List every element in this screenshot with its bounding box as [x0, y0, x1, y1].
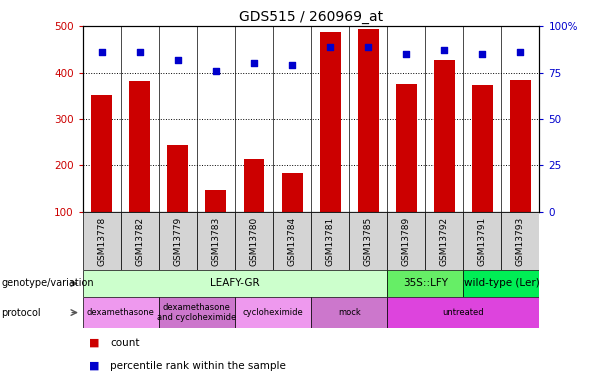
Bar [243, 159, 264, 212]
Point [516, 49, 525, 55]
Text: GSM13785: GSM13785 [364, 216, 373, 266]
Text: dexamethasone: dexamethasone [87, 308, 154, 317]
Point [364, 44, 373, 50]
Bar [197, 212, 235, 270]
Text: GSM13779: GSM13779 [173, 216, 183, 266]
Bar [425, 212, 463, 270]
Bar [167, 145, 188, 212]
Text: ■: ■ [89, 361, 99, 370]
Bar [311, 297, 387, 328]
Text: GSM13780: GSM13780 [249, 216, 259, 266]
Point [135, 49, 145, 55]
Bar [501, 212, 539, 270]
Text: protocol: protocol [1, 308, 41, 318]
Point [478, 51, 487, 57]
Text: percentile rank within the sample: percentile rank within the sample [110, 361, 286, 370]
Text: GSM13782: GSM13782 [135, 216, 144, 266]
Point [211, 68, 221, 74]
Title: GDS515 / 260969_at: GDS515 / 260969_at [239, 10, 383, 24]
Bar [83, 297, 159, 328]
Text: GSM13778: GSM13778 [97, 216, 106, 266]
Bar [463, 270, 539, 297]
Point [173, 57, 183, 63]
Bar [319, 32, 341, 212]
Bar [205, 190, 226, 212]
Bar [91, 95, 112, 212]
Text: cycloheximide: cycloheximide [243, 308, 303, 317]
Point [326, 44, 335, 50]
Bar [83, 212, 121, 270]
Bar [387, 270, 463, 297]
Bar [281, 173, 303, 212]
Bar [235, 212, 273, 270]
Point [440, 47, 449, 53]
Text: GSM13781: GSM13781 [326, 216, 335, 266]
Text: GSM13793: GSM13793 [516, 216, 525, 266]
Bar [311, 212, 349, 270]
Bar [235, 297, 311, 328]
Point [287, 62, 297, 68]
Bar [358, 30, 379, 212]
Bar [472, 85, 493, 212]
Bar [510, 80, 531, 212]
Bar [121, 212, 159, 270]
Bar [349, 212, 387, 270]
Text: GSM13792: GSM13792 [440, 216, 449, 266]
Text: GSM13789: GSM13789 [402, 216, 411, 266]
Bar [273, 212, 311, 270]
Bar [463, 212, 501, 270]
Text: 35S::LFY: 35S::LFY [403, 279, 447, 288]
Point [97, 49, 107, 55]
Bar [159, 212, 197, 270]
Text: count: count [110, 338, 140, 348]
Text: GSM13784: GSM13784 [287, 216, 297, 266]
Text: ■: ■ [89, 338, 99, 348]
Text: LEAFY-GR: LEAFY-GR [210, 279, 260, 288]
Point [249, 60, 259, 66]
Text: GSM13791: GSM13791 [478, 216, 487, 266]
Text: untreated: untreated [443, 308, 484, 317]
Point [402, 51, 411, 57]
Bar [129, 81, 150, 212]
Text: genotype/variation: genotype/variation [1, 279, 94, 288]
Bar [387, 212, 425, 270]
Bar [434, 60, 455, 212]
Bar [83, 270, 387, 297]
Bar [387, 297, 539, 328]
Bar [396, 84, 417, 212]
Text: mock: mock [338, 308, 360, 317]
Text: dexamethasone
and cycloheximide: dexamethasone and cycloheximide [158, 303, 237, 322]
Bar [159, 297, 235, 328]
Text: wild-type (Ler): wild-type (Ler) [463, 279, 539, 288]
Text: GSM13783: GSM13783 [211, 216, 221, 266]
